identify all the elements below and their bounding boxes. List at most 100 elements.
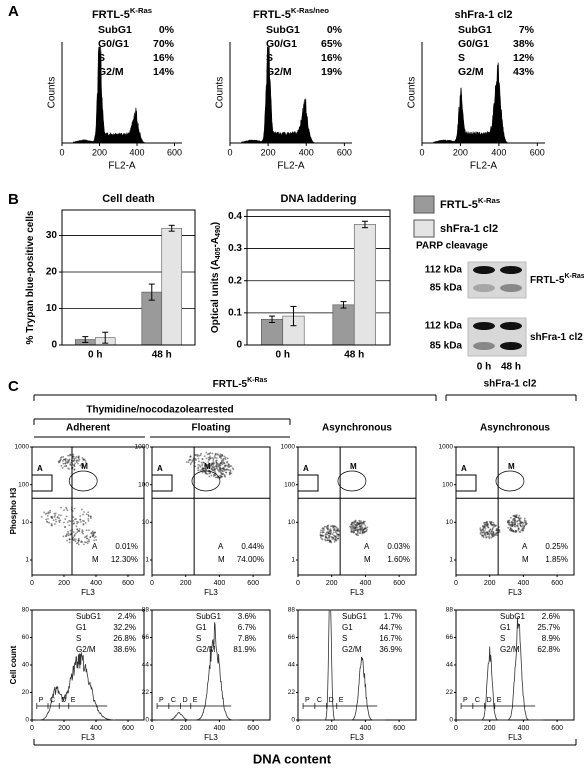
- error-bar: [82, 336, 89, 343]
- y-tick-label: 10: [288, 519, 296, 526]
- scatter-dot: [518, 514, 521, 517]
- scatter-dot: [58, 517, 60, 520]
- scatter-dot: [65, 515, 68, 518]
- scatter-dot: [219, 466, 221, 469]
- x-tick-label: 200: [326, 725, 338, 732]
- scatter-dot: [353, 529, 356, 532]
- scatter-dot: [352, 521, 354, 524]
- scatter-dot: [219, 474, 222, 477]
- scatter-dot: [490, 521, 493, 523]
- text-part: FRTL-5: [213, 379, 248, 390]
- scatter-dot: [356, 521, 359, 524]
- scatter-dot: [73, 535, 76, 537]
- stat-label: M: [364, 555, 371, 564]
- scatter-dot: [484, 521, 486, 524]
- scatter-dot: [59, 519, 62, 522]
- scatter-dot: [512, 524, 514, 527]
- scatter-dot: [494, 534, 497, 536]
- scatter-dot: [517, 519, 520, 522]
- scatter-dot: [64, 518, 67, 521]
- gate-a: [151, 474, 173, 492]
- scatter-dot: [522, 526, 525, 529]
- y-tick-label: 10: [446, 519, 454, 526]
- stat-label: M: [218, 555, 225, 564]
- scatter-dot: [328, 541, 331, 543]
- scatter-dot: [90, 531, 93, 534]
- hist-frame: [151, 609, 271, 721]
- scatter-dot: [64, 462, 67, 465]
- scatter-dot: [488, 537, 491, 540]
- y-tick-label: 10: [142, 519, 150, 526]
- stat-label: S: [342, 634, 347, 643]
- scatter-dot: [509, 527, 512, 530]
- scatter-dot: [350, 527, 353, 530]
- x-axis-label: FL3: [508, 588, 522, 597]
- scatter-dot: [336, 533, 338, 536]
- scatter-dot: [194, 454, 197, 456]
- bar: [353, 224, 377, 346]
- scatter-frame: [297, 446, 417, 576]
- scatter-dot: [50, 516, 53, 519]
- y-tick-label: 20: [46, 267, 58, 278]
- scatter-dot: [205, 457, 208, 460]
- scatter-dot: [516, 525, 519, 528]
- scatter-dot: [68, 524, 71, 527]
- scatter-dot: [327, 526, 329, 529]
- scatter-dot: [81, 541, 84, 543]
- scatter-dot: [516, 523, 519, 525]
- error-bar: [340, 301, 347, 309]
- scatter-dot: [355, 523, 358, 526]
- stat-label: G1: [76, 623, 87, 632]
- stat-value: 43%: [513, 66, 535, 78]
- scatter-dot: [492, 533, 495, 535]
- scatter-dot: [90, 515, 92, 518]
- y-tick-label: 1000: [439, 444, 454, 451]
- scatter-dot: [85, 513, 88, 516]
- scatter-dot: [480, 531, 483, 533]
- scatter-dot: [64, 525, 67, 528]
- histogram-shape: [35, 652, 115, 721]
- scatter-dot: [204, 471, 207, 474]
- scatter-dot: [482, 527, 485, 530]
- group-title: FRTL-5K-Ras: [213, 377, 268, 389]
- scatter-dot: [481, 525, 484, 528]
- scatter-dot: [362, 521, 365, 524]
- scatter-dot: [189, 455, 192, 458]
- x-tick-label: 400: [90, 725, 102, 732]
- x-tick-label: 0: [30, 580, 34, 587]
- scatter-dot: [512, 514, 515, 517]
- y-tick-label: 1000: [281, 444, 296, 451]
- scatter-dot: [86, 534, 88, 537]
- scatter-dot: [209, 455, 211, 458]
- x-axis-label: FL3: [350, 588, 364, 597]
- scatter-dot: [93, 539, 95, 542]
- scatter-dot: [488, 536, 491, 538]
- scatter-dot: [66, 509, 69, 512]
- gate-label: P: [463, 697, 468, 704]
- plot-title: FRTL-5K-Ras: [92, 6, 152, 21]
- scatter-dot: [510, 529, 513, 532]
- scatter-dot: [481, 534, 484, 537]
- scatter-dot: [486, 532, 489, 535]
- scatter-dot: [67, 454, 69, 457]
- scatter-dot: [507, 526, 510, 529]
- x-tick-label: 400: [214, 580, 226, 587]
- text-part: K-Ras: [564, 273, 584, 280]
- y-tick-label: 0: [291, 717, 295, 724]
- x-tick-label: 0: [454, 725, 458, 732]
- text-part: 405: [215, 247, 222, 259]
- scatter-dot: [221, 470, 224, 473]
- scatter-dot: [198, 464, 201, 467]
- x-tick-label: 600: [551, 725, 563, 732]
- stat-label: SubG1: [98, 24, 132, 36]
- text-part: FRTL-5: [253, 9, 291, 21]
- stat-value: 7.8%: [238, 634, 256, 643]
- scatter-dot: [320, 535, 323, 537]
- stat-label: S: [196, 634, 201, 643]
- scatter-dot: [325, 525, 328, 528]
- stat-value: 1.60%: [387, 555, 410, 564]
- y-tick-label: 60: [22, 634, 30, 641]
- y-axis-label: Cell count: [9, 645, 18, 684]
- stat-value: 26.8%: [113, 634, 136, 643]
